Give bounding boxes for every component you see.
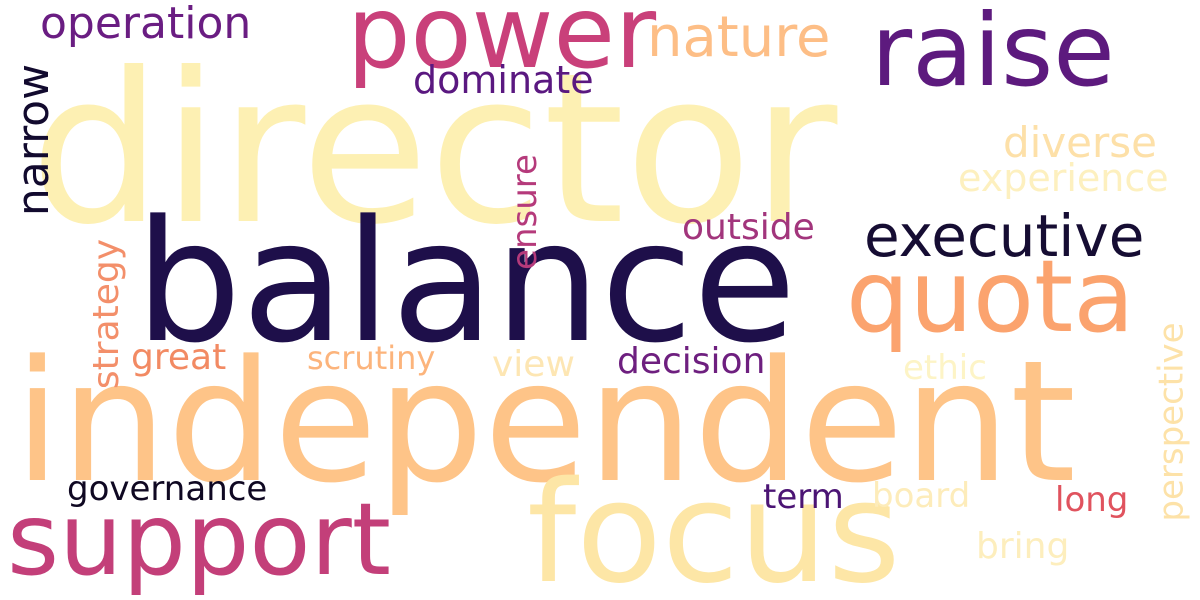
word-long: long: [1055, 480, 1129, 520]
word-balance: balance: [135, 184, 797, 380]
word-governance: governance: [67, 469, 268, 509]
word-bring: bring: [976, 526, 1070, 567]
word-experience: experience: [958, 156, 1169, 200]
word-nature: nature: [647, 5, 831, 70]
word-term: term: [763, 477, 844, 517]
word-scrutiny: scrutiny: [307, 339, 436, 377]
word-executive: executive: [864, 202, 1145, 270]
word-board: board: [872, 476, 971, 516]
word-view: view: [492, 344, 575, 385]
word-ethic: ethic: [903, 348, 987, 388]
word-diverse: diverse: [1003, 118, 1158, 167]
word-raise: raise: [871, 0, 1115, 109]
word-director: director: [30, 29, 838, 271]
word-operation: operation: [40, 0, 252, 49]
word-narrow: narrow: [8, 63, 60, 217]
word-power: power: [347, 0, 657, 91]
word-outside: outside: [682, 207, 815, 248]
word-independent: independent: [14, 324, 1076, 520]
word-quota: quota: [846, 238, 1135, 355]
word-great: great: [131, 337, 227, 378]
word-dominate: dominate: [413, 58, 594, 102]
word-ensure: ensure: [504, 154, 545, 270]
word-focus: focus: [527, 452, 901, 600]
word-strategy: strategy: [86, 238, 128, 390]
word-decision: decision: [617, 341, 766, 382]
word-perspective: perspective: [1151, 322, 1192, 522]
word-support: support: [7, 481, 391, 598]
